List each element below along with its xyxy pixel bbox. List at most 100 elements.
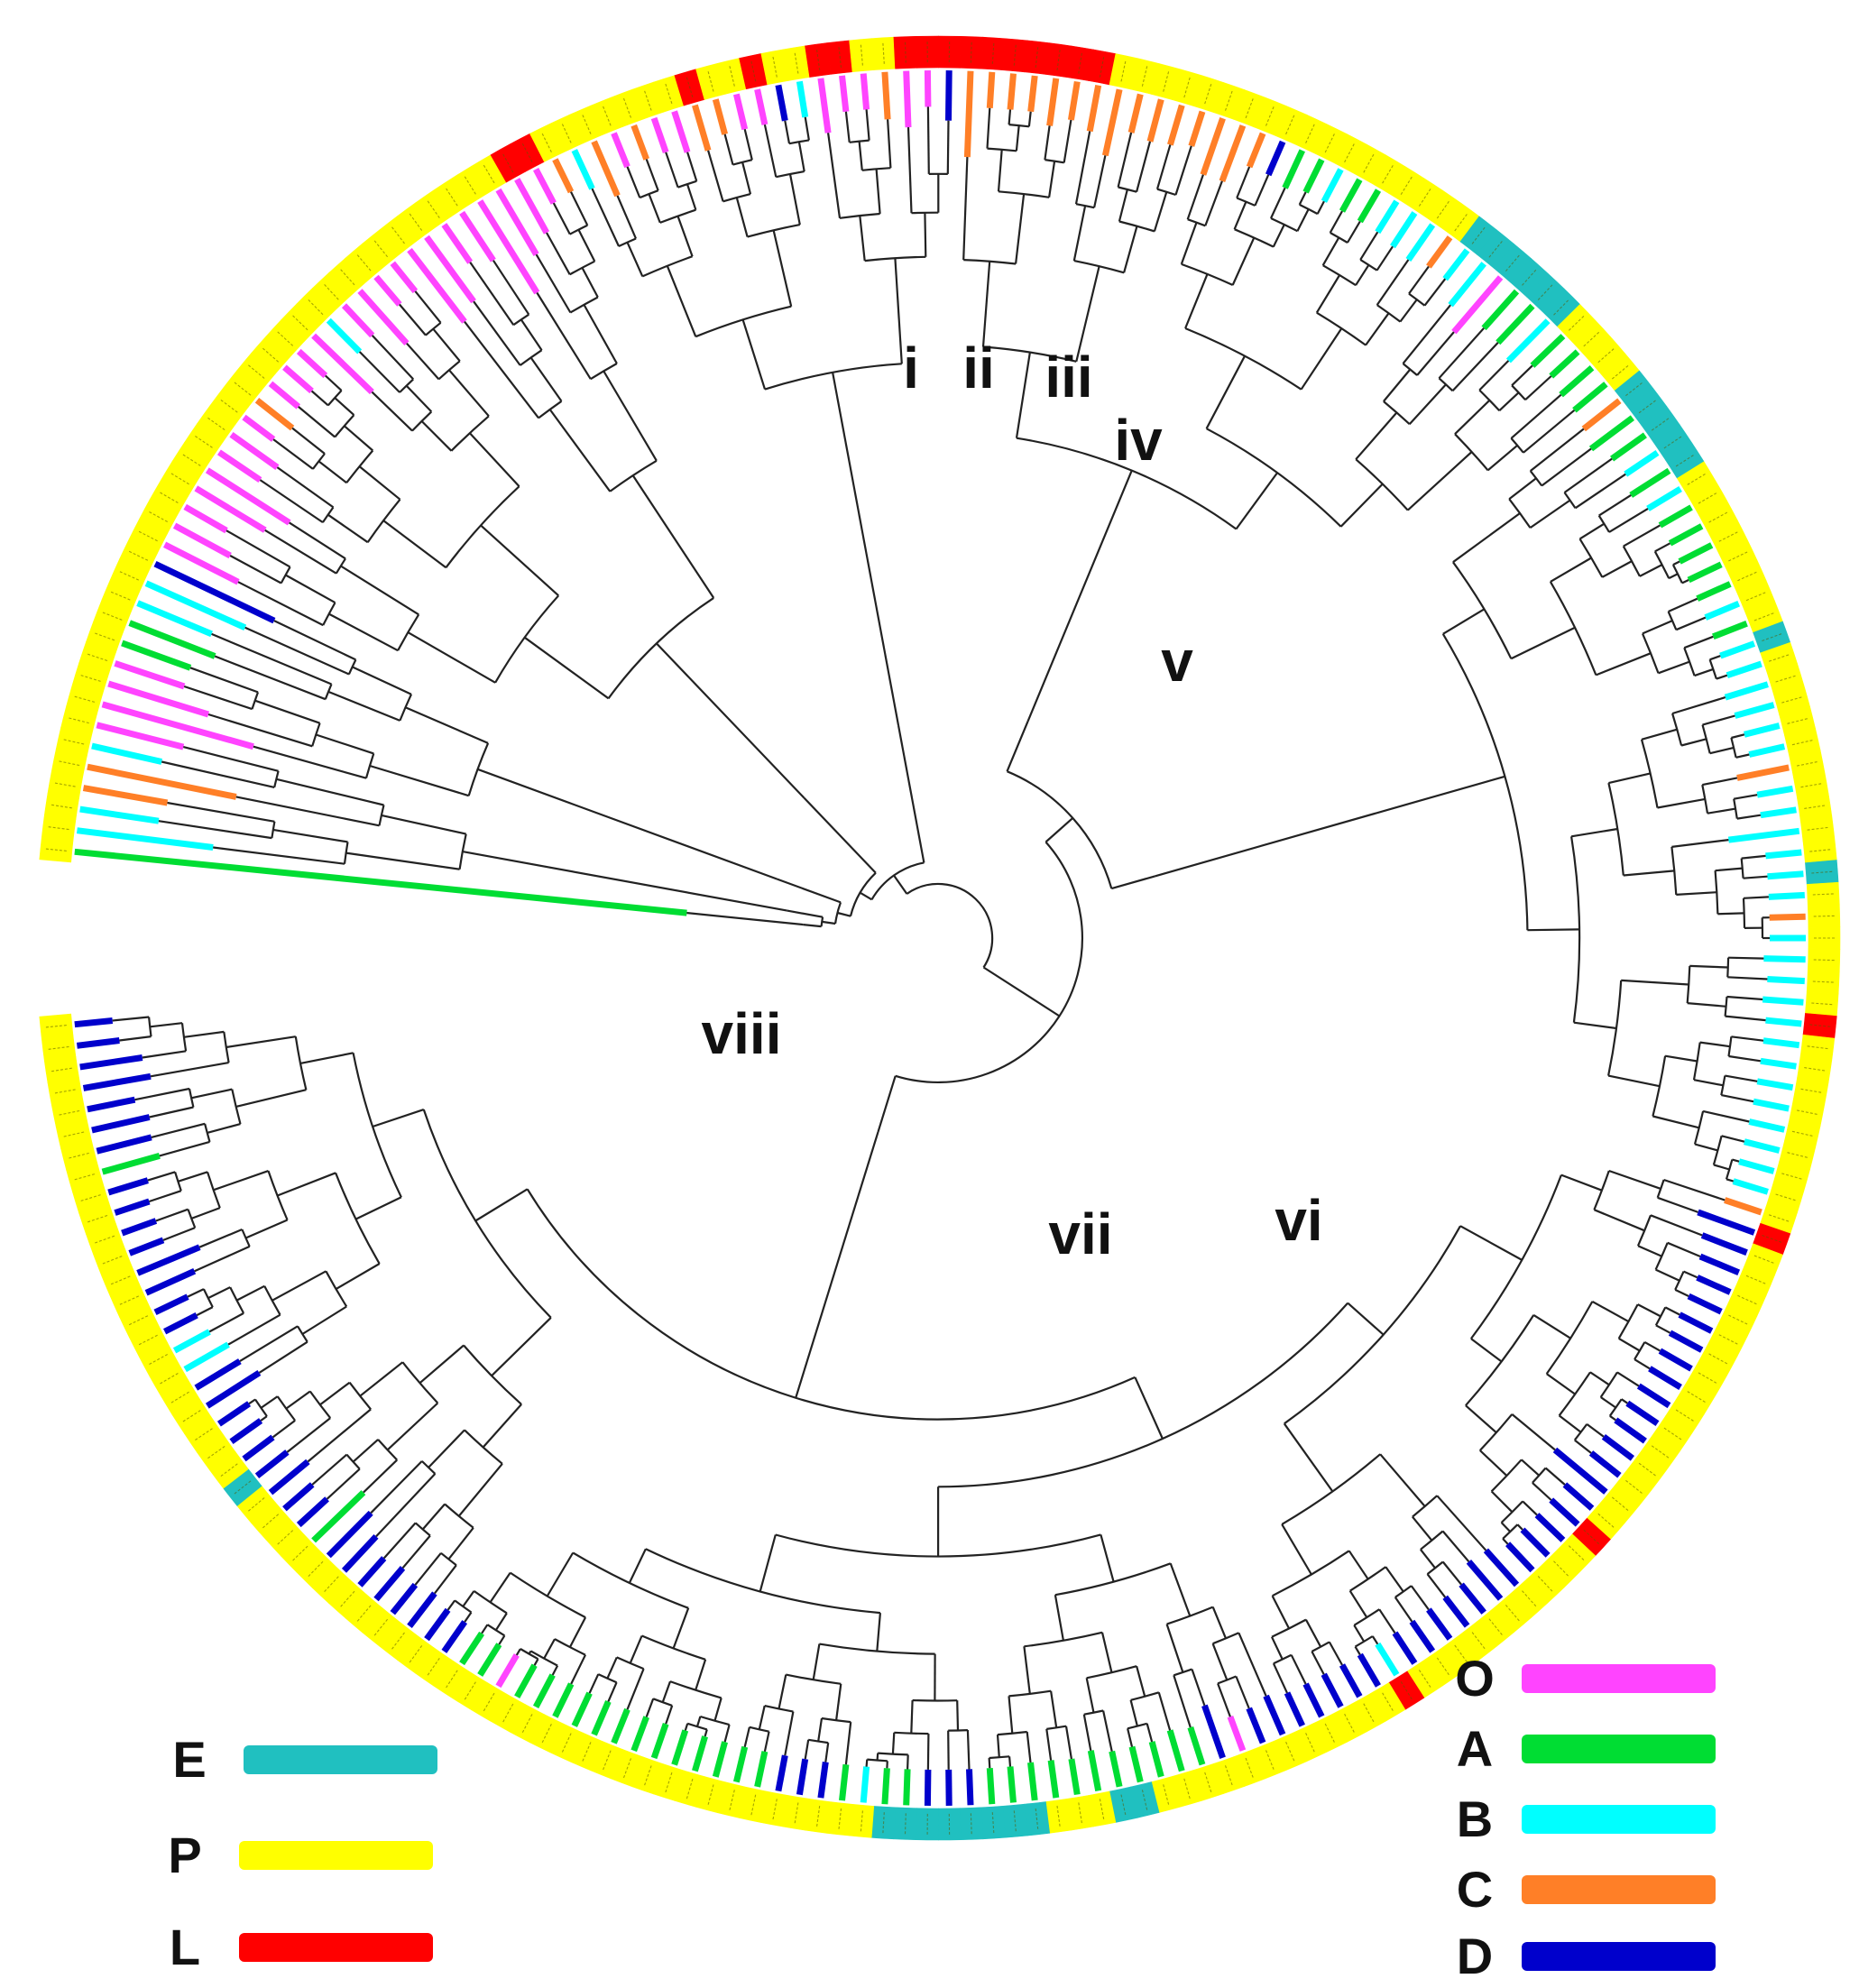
tip-label-mark	[1537, 284, 1553, 300]
clade-label-iii: iii	[1045, 345, 1092, 410]
tip-label-mark	[1553, 1560, 1569, 1577]
clade-stem	[462, 851, 787, 912]
branch-stem	[1728, 1054, 1762, 1063]
tip-label-mark	[665, 83, 673, 105]
branch-stem	[1516, 1523, 1523, 1531]
terminal-branch	[1087, 1750, 1102, 1792]
branch-stem	[1008, 109, 1012, 125]
tip-label-mark	[1078, 1802, 1082, 1824]
branch-stem	[1157, 1691, 1172, 1731]
branch-arc	[569, 260, 595, 276]
branch-arc	[700, 1715, 730, 1726]
branch-stem	[1359, 231, 1379, 261]
tip-label-mark	[794, 1802, 799, 1824]
branch-stem	[676, 216, 694, 257]
tip-label-mark	[1344, 1713, 1355, 1733]
terminal-branch	[407, 247, 467, 324]
branch-stem	[260, 1415, 268, 1422]
clade-stem	[686, 912, 804, 926]
branch-stem	[272, 828, 348, 843]
branch-arc	[1054, 1562, 1172, 1597]
tip-label-mark	[561, 1733, 572, 1753]
terminal-branch	[514, 178, 550, 235]
terminal-branch	[963, 70, 974, 158]
terminal-branch	[1748, 743, 1786, 758]
branch-stem	[1623, 870, 1675, 877]
branch-arc	[997, 1730, 1027, 1736]
branch-arc	[273, 770, 280, 788]
terminal-branch	[1687, 561, 1723, 584]
branch-arc	[722, 193, 751, 203]
tip-label-mark	[1099, 1799, 1105, 1820]
terminal-branch	[136, 1244, 201, 1276]
tip-label-mark	[138, 530, 158, 542]
branch-stem	[1100, 1632, 1113, 1673]
tip-label-mark	[373, 1618, 389, 1636]
branch-stem	[894, 258, 903, 364]
terminal-branch	[1101, 88, 1123, 157]
branch-stem	[1593, 1209, 1645, 1232]
branch-stem	[401, 1534, 431, 1569]
backbone-stem	[893, 874, 908, 895]
terminal-branch	[1588, 1450, 1622, 1478]
terminal-branch	[1614, 1417, 1647, 1444]
tip-label-mark	[1265, 1750, 1275, 1770]
tip-label-mark	[340, 269, 355, 286]
branch-stem	[606, 1656, 618, 1680]
terminal-branch	[1046, 78, 1060, 126]
terminal-branch	[87, 1096, 136, 1113]
terminal-branch	[373, 1566, 406, 1602]
tip-label-mark	[622, 97, 632, 118]
terminal-branch	[692, 104, 712, 152]
tip-label-mark	[707, 1784, 714, 1805]
branch-stem	[1522, 1500, 1538, 1516]
tip-label-mark	[248, 364, 265, 379]
tip-label-mark	[1324, 1723, 1335, 1743]
tip-label-mark	[110, 1275, 131, 1285]
branch-stem	[906, 127, 913, 214]
backbone-stem	[777, 878, 842, 904]
branch-stem	[910, 1699, 914, 1734]
branch-stem	[1736, 814, 1762, 820]
branch-arc	[1701, 784, 1709, 814]
branch-arc	[597, 1673, 618, 1684]
branch-arc	[1353, 1608, 1380, 1626]
tip-label-mark	[541, 1724, 552, 1744]
branch-stem	[407, 631, 496, 684]
terminal-branch	[611, 132, 630, 169]
branch-stem	[1315, 274, 1341, 314]
tip-label-mark	[1651, 1445, 1670, 1459]
branch-stem	[1563, 457, 1613, 493]
tip-label-mark	[1522, 269, 1537, 286]
branch-stem	[352, 1439, 379, 1463]
legend-swatch-o	[1522, 1663, 1716, 1693]
branch-stem	[947, 1730, 950, 1770]
branch-stem	[1609, 1414, 1616, 1422]
tip-label-mark	[1035, 1808, 1039, 1829]
branch-stem	[1233, 201, 1247, 230]
branch-stem	[227, 1313, 281, 1346]
branch-stem	[1573, 1021, 1617, 1030]
branch-arc	[1316, 311, 1367, 346]
branch-stem	[1508, 477, 1537, 501]
clade-label-iv: iv	[1114, 408, 1163, 473]
branch-stem	[1734, 794, 1758, 800]
backbone-stem	[803, 924, 822, 928]
branch-arc	[894, 1731, 929, 1735]
branch-stem	[1713, 1164, 1730, 1171]
branch-stem	[661, 1680, 672, 1703]
branch-stem	[1186, 174, 1204, 220]
branch-stem	[1618, 1337, 1641, 1352]
tip-label-mark	[1245, 1757, 1254, 1778]
terminal-branch	[1007, 73, 1017, 110]
tip-label-mark	[207, 417, 225, 431]
branch-stem	[1136, 141, 1152, 192]
branch-stem	[616, 195, 638, 239]
tip-label-mark	[1663, 436, 1682, 449]
tip-label-mark	[1651, 418, 1670, 431]
terminal-branch	[79, 1054, 143, 1071]
tree-branches	[74, 70, 1806, 1806]
tip-label-mark	[1285, 115, 1295, 135]
tip-label-mark	[1638, 1462, 1656, 1477]
branch-stem	[315, 733, 374, 755]
